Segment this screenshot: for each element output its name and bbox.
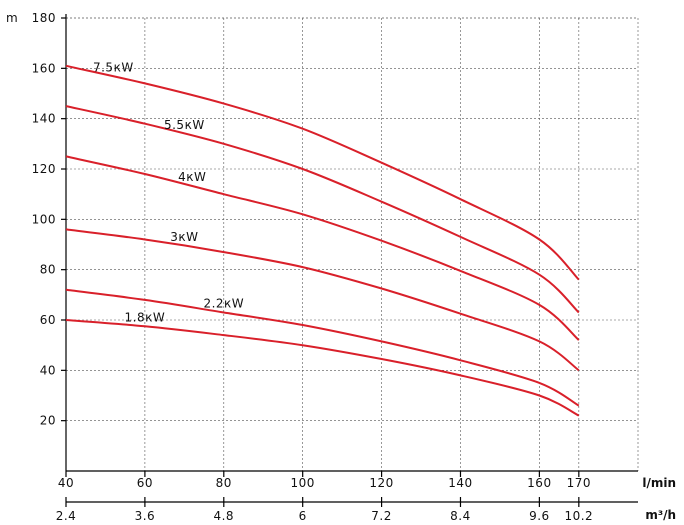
- series-label: 4кW: [178, 170, 206, 184]
- series-label: 2.2кW: [203, 296, 244, 310]
- grid: [66, 17, 639, 471]
- series-label: 1.8кW: [125, 310, 166, 324]
- y-axis-label: m: [6, 11, 18, 25]
- x-tick-label-m3h: 8.4: [450, 509, 471, 523]
- x-tick-label-lmin: 170: [567, 476, 591, 490]
- x-tick-label-m3h: 2.4: [56, 509, 77, 523]
- x-tick-label-m3h: 7.2: [371, 509, 392, 523]
- x-axis-label-m3h: m³/h: [645, 508, 676, 522]
- x-tick-label-m3h: 4.8: [213, 509, 234, 523]
- x-axis-label-lmin: l/min: [642, 476, 676, 490]
- y-tick-label: 120: [32, 162, 56, 176]
- curve-series-3: [65, 228, 580, 372]
- curve-series-0: [65, 64, 580, 281]
- y-tick-label: 80: [40, 263, 56, 277]
- labels: 180 160 140 120 100 80 60 40 20 m 40 2.4 60 3.6 80 4.8 1…: [6, 11, 676, 523]
- axes: [61, 14, 638, 507]
- y-tick-label: 160: [32, 61, 56, 75]
- y-tick-label: 20: [40, 414, 56, 428]
- x-tick-label-lmin: 160: [527, 476, 551, 490]
- curve-series-1: [65, 105, 580, 314]
- curves: [65, 64, 580, 417]
- x-tick-label-lmin: 40: [58, 476, 74, 490]
- y-tick-label: 180: [32, 11, 56, 25]
- x-tick-label-lmin: 100: [290, 476, 314, 490]
- x-tick-label-m3h: 9.6: [529, 509, 550, 523]
- curve-series-4: [65, 288, 580, 407]
- series-label: 7.5кW: [93, 60, 134, 74]
- series-label: 5.5кW: [164, 118, 205, 132]
- series-label: 3кW: [170, 230, 198, 244]
- y-tick-label: 140: [32, 112, 56, 126]
- curve-series-2: [65, 155, 580, 341]
- y-tick-label: 60: [40, 313, 56, 327]
- x-tick-label-lmin: 120: [369, 476, 393, 490]
- y-tick-label: 40: [40, 363, 56, 377]
- x-tick-label-m3h: 10.2: [564, 509, 593, 523]
- x-tick-label-lmin: 60: [137, 476, 153, 490]
- x-tick-label-m3h: 3.6: [135, 509, 156, 523]
- x-tick-label-m3h: 6: [299, 509, 307, 523]
- x-tick-label-lmin: 80: [216, 476, 232, 490]
- y-tick-label: 100: [32, 212, 56, 226]
- x-tick-label-lmin: 140: [448, 476, 472, 490]
- curve-series-5: [65, 319, 580, 417]
